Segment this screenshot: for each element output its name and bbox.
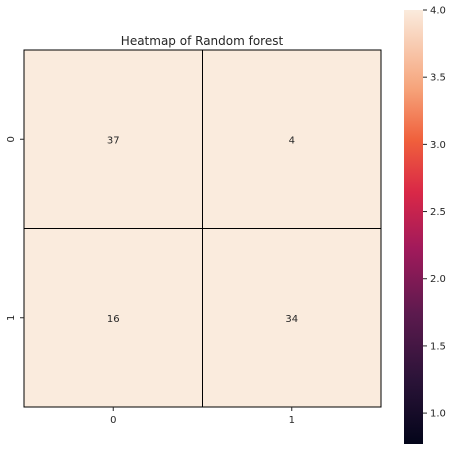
colorbar-tick-label: 4.0 [430, 6, 446, 17]
cell-annotation: 37 [107, 135, 120, 146]
colorbar-tick-label: 3.5 [430, 73, 446, 84]
y-tick-label: 0 [6, 136, 17, 142]
colorbar-tick-label: 1.5 [430, 341, 446, 352]
cell-annotation: 34 [285, 314, 298, 325]
heatmap-cells [23, 49, 382, 408]
heatmap-cell [202, 49, 382, 229]
colorbar-tick-label: 1.0 [430, 409, 446, 420]
x-tick-label: 1 [289, 415, 295, 426]
cell-annotation: 16 [107, 314, 120, 325]
heatmap-cell [202, 228, 382, 408]
colorbar-tick-label: 2.0 [430, 274, 446, 285]
x-tick-label: 0 [110, 415, 116, 426]
heatmap-cell [23, 228, 203, 408]
cell-annotations: 37 4 16 34 [107, 135, 298, 325]
heatmap-cell [23, 49, 203, 229]
y-axis-ticks: 01 [6, 136, 24, 321]
chart-title: Heatmap of Random forest [121, 34, 284, 48]
colorbar-tick-label: 2.5 [430, 207, 446, 218]
cell-annotation: 4 [289, 135, 295, 146]
y-tick-label: 1 [6, 315, 17, 321]
colorbar-ticks: 1.0 1.5 2.0 2.5 3.0 3.5 4.0 [423, 6, 446, 420]
colorbar-tick-label: 3.0 [430, 140, 446, 151]
colorbar [404, 10, 423, 444]
